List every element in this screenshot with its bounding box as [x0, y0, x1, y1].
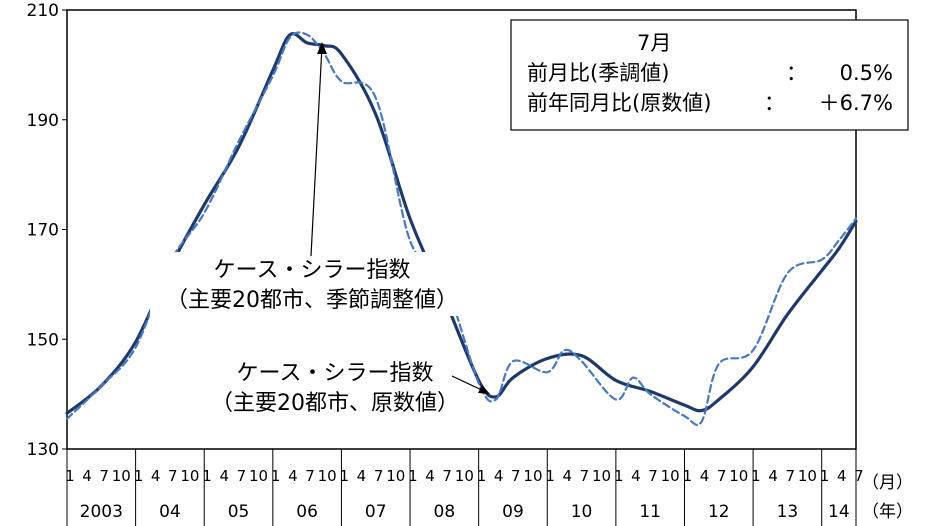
x-month-tick-label: 4	[425, 467, 435, 485]
annotation-sa-arrowhead	[317, 42, 327, 54]
x-month-tick-label: 10	[249, 467, 268, 485]
info-box-row2-sep: ：	[764, 91, 785, 115]
annotation-nsa: ケース・シラー指数 （主要20都市、原数値）	[185, 356, 490, 420]
x-month-tick-label: 4	[219, 467, 229, 485]
x-month-tick-label: 10	[112, 467, 131, 485]
x-month-tick-label: 1	[408, 467, 418, 485]
y-tick-label: 210	[27, 1, 59, 21]
x-month-tick-label: 1	[751, 467, 761, 485]
x-year-label: 11	[639, 502, 661, 522]
annotation-nsa-bg	[185, 356, 465, 420]
x-month-tick-label: 10	[729, 467, 748, 485]
x-month-tick-label: 10	[386, 467, 405, 485]
series-line-sa	[65, 32, 858, 415]
annotation-sa-line1: ケース・シラー指数	[214, 258, 411, 283]
x-month-tick-label: 4	[357, 467, 367, 485]
x-month-tick-label: 1	[65, 467, 75, 485]
info-box-row1-sep: ：	[786, 61, 807, 85]
x-month-tick-label: 7	[854, 467, 864, 485]
info-box: 7月 前月比(季調値) ： 0.5% 前年同月比(原数値) ： ＋6.7%	[510, 19, 909, 131]
x-month-tick-label: 10	[523, 467, 542, 485]
x-month-tick-label: 1	[545, 467, 555, 485]
x-month-tick-label: 7	[511, 467, 521, 485]
annotation-sa-line2: （主要20都市、季節調整値）	[166, 288, 458, 313]
x-month-tick-label: 4	[151, 467, 161, 485]
x-year-label: 07	[365, 502, 387, 522]
y-axis: 130 150 170 190 210	[27, 1, 67, 460]
x-month-tick-label: 1	[614, 467, 624, 485]
info-box-month: 7月	[637, 31, 671, 55]
x-year-label: 13	[777, 502, 799, 522]
x-month-tick-label: 4	[700, 467, 710, 485]
info-box-frame	[510, 19, 909, 131]
x-month-tick-label: 1	[202, 467, 212, 485]
x-month-tick-label: 4	[631, 467, 641, 485]
info-box-row2-label: 前年同月比(原数値)	[527, 91, 711, 115]
y-tick-label: 130	[27, 440, 59, 460]
x-unit-month: （月）	[862, 473, 913, 493]
x-year-label: 05	[228, 502, 250, 522]
x-year-label: 14	[828, 502, 850, 522]
x-month-tick-label: 4	[494, 467, 504, 485]
x-year-label: 04	[159, 502, 181, 522]
annotation-sa-arrow	[310, 45, 323, 257]
x-month-tick-label: 10	[661, 467, 680, 485]
x-year-label: 12	[708, 502, 730, 522]
x-month-tick-label: 4	[837, 467, 847, 485]
series-layer	[65, 31, 858, 427]
x-month-tick-label: 10	[592, 467, 611, 485]
info-box-row1-value: 0.5%	[840, 61, 893, 85]
x-month-tick-label: 4	[768, 467, 778, 485]
x-year-label: 2003	[80, 502, 123, 522]
x-year-label: 06	[296, 502, 318, 522]
x-month-tick-label: 4	[562, 467, 572, 485]
x-unit-year: （年）	[862, 502, 913, 522]
x-year-label: 09	[502, 502, 524, 522]
x-month-tick-label: 7	[237, 467, 247, 485]
x-month-tick-label: 1	[134, 467, 144, 485]
x-month-tick-label: 10	[455, 467, 474, 485]
x-month-tick-label: 7	[717, 467, 727, 485]
x-month-tick-label: 1	[820, 467, 830, 485]
x-month-tick-label: 4	[82, 467, 92, 485]
x-month-tick-label: 1	[477, 467, 487, 485]
y-tick-label: 150	[27, 330, 59, 350]
x-month-tick-label: 4	[288, 467, 298, 485]
x-month-tick-label: 10	[798, 467, 817, 485]
annotation-sa: ケース・シラー指数 （主要20都市、季節調整値）	[150, 42, 478, 316]
x-month-tick-label: 10	[180, 467, 199, 485]
info-box-row2-value: ＋6.7%	[819, 91, 893, 115]
x-month-tick-label: 1	[683, 467, 693, 485]
x-month-tick-label: 7	[305, 467, 315, 485]
x-month-tick-label: 7	[648, 467, 658, 485]
annotation-nsa-arrowhead	[478, 385, 490, 394]
x-month-tick-label: 7	[168, 467, 178, 485]
x-month-tick-label: 7	[442, 467, 452, 485]
info-box-row1-label: 前月比(季調値)	[527, 61, 669, 85]
x-month-tick-label: 1	[340, 467, 350, 485]
x-month-tick-label: 7	[99, 467, 109, 485]
x-month-tick-label: 7	[580, 467, 590, 485]
annotation-nsa-line2: （主要20都市、原数値）	[211, 391, 459, 416]
annotation-nsa-line1: ケース・シラー指数	[237, 361, 434, 386]
x-month-tick-label: 1	[271, 467, 281, 485]
x-year-label: 10	[571, 502, 593, 522]
x-month-tick-label: 7	[785, 467, 795, 485]
x-month-tick-label: 7	[374, 467, 384, 485]
y-tick-label: 170	[27, 221, 59, 241]
series-line-nsa	[65, 31, 858, 427]
y-tick-label: 190	[27, 111, 59, 131]
x-year-label: 08	[434, 502, 456, 522]
x-month-tick-label: 10	[318, 467, 337, 485]
annotation-sa-bg	[150, 252, 478, 316]
